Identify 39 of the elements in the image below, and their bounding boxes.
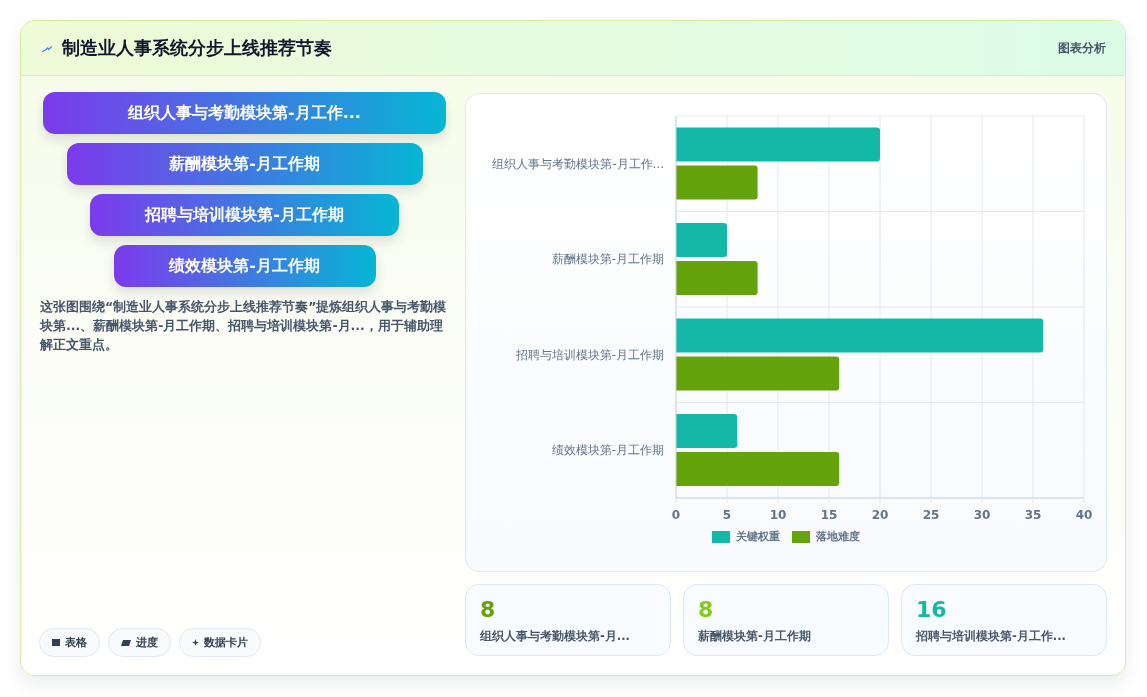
pill-box: 绩效模块第-月工作期 [113, 245, 376, 287]
x-tick-label: 0 [671, 507, 681, 522]
x-tick-label: 5 [722, 507, 732, 522]
bar [676, 413, 738, 448]
text: 进度 [136, 635, 158, 650]
x-tick-label: 40 [1075, 507, 1093, 522]
pill-box: 招聘与培训模块第-月工作期 [90, 194, 399, 236]
x-tick-label: 30 [973, 507, 991, 522]
x-tick-label: 20 [871, 507, 889, 522]
pill-box: 薪酬模块第-月工作期 [66, 143, 423, 185]
text: 薪酬模块第-月工作期 [698, 628, 812, 644]
text: 制造业人事系统分步上线推荐节奏 [62, 37, 332, 59]
bar [676, 451, 840, 486]
text: 16 [916, 597, 948, 623]
x-tick-label: 25 [922, 507, 940, 522]
text: 图表分析 [1058, 40, 1106, 56]
text: 8 [698, 597, 715, 623]
text: 表格 [65, 635, 87, 650]
text: 数据卡片 [204, 635, 248, 650]
x-tick-label: 10 [769, 507, 787, 522]
text: 招聘与培训模块第-月工作... [916, 628, 1067, 644]
bar [676, 356, 840, 391]
y-tick-label: 绩效模块第-月工作期 [551, 443, 664, 458]
text: 组织人事与考勤模块第-月... [480, 628, 631, 644]
legend-label: 关键权重 [736, 529, 780, 544]
legend-label: 落地难度 [816, 529, 860, 544]
y-tick-label: 组织人事与考勤模块第-月工作... [492, 156, 664, 171]
bar [676, 318, 1044, 353]
y-tick-label: 薪酬模块第-月工作期 [551, 252, 664, 267]
text: 8 [480, 597, 497, 623]
x-tick-label: 35 [1024, 507, 1042, 522]
x-tick-label: 15 [820, 507, 838, 522]
text: 这张图围绕“制造业人事系统分步上线推荐节奏”提炼组织人事与考勤模块第...、薪酬模块第-月工作期、招聘与培训模块第-月...，用于辅助理解正文重点。 [40, 298, 448, 354]
pill-box: 组织人事与考勤模块第-月工作... [43, 92, 446, 134]
bar [676, 222, 727, 257]
bar [676, 165, 758, 200]
y-tick-label: 招聘与培训模块第-月工作期 [514, 347, 664, 362]
bar [676, 260, 758, 295]
bar [676, 127, 880, 162]
